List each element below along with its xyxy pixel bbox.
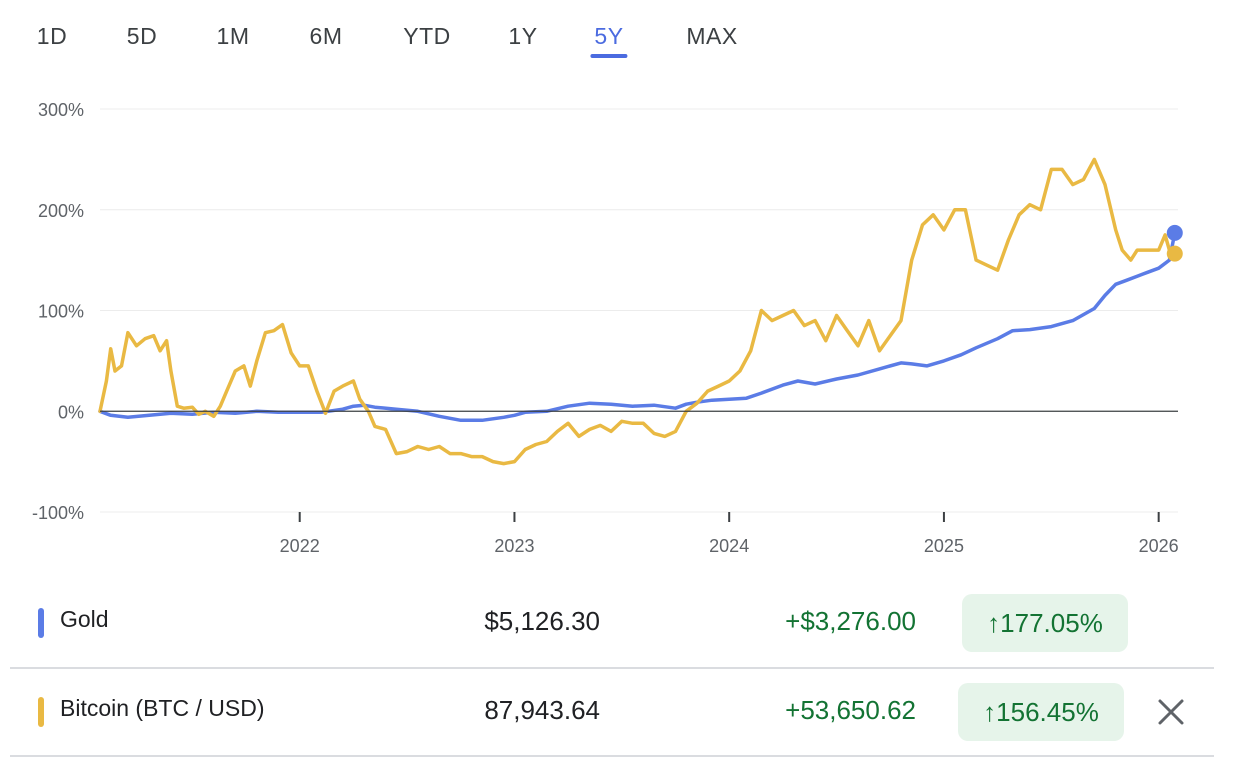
- tab-1y[interactable]: 1Y: [508, 20, 537, 52]
- row-divider: [10, 755, 1214, 757]
- series-color-mark: [38, 697, 44, 727]
- asset-row-bitcoin[interactable]: Bitcoin (BTC / USD) 87,943.64 +53,650.62…: [10, 669, 1214, 755]
- percent-value: 177.05%: [1000, 608, 1103, 638]
- active-tab-underline: [590, 54, 628, 58]
- tab-label: 5Y: [594, 23, 624, 49]
- tab-label: 1Y: [508, 23, 538, 49]
- y-tick-label: 200%: [38, 201, 84, 221]
- x-tick-label: 2025: [924, 536, 964, 556]
- tab-label: 1D: [36, 23, 68, 49]
- asset-name: Gold: [60, 606, 109, 632]
- y-tick-label: 300%: [38, 100, 84, 120]
- percent-change-badge: ↑156.45%: [958, 683, 1124, 741]
- tab-1m[interactable]: 1M: [217, 20, 250, 52]
- asset-price: $5,126.30: [484, 606, 600, 636]
- tab-5d[interactable]: 5D: [127, 20, 157, 52]
- y-tick-label: 100%: [38, 302, 84, 322]
- asset-price: 87,943.64: [484, 695, 600, 725]
- tab-1d[interactable]: 1D: [37, 20, 67, 52]
- percent-change-badge: ↑177.05%: [962, 594, 1128, 652]
- tab-max[interactable]: MAX: [686, 20, 737, 52]
- x-tick-label: 2026: [1139, 536, 1179, 556]
- series-endpoint-bitcoin: [1166, 245, 1183, 262]
- series-line-bitcoin: [98, 157, 1177, 466]
- close-icon: [1158, 699, 1184, 725]
- arrow-up-icon: ↑: [987, 608, 1001, 638]
- percent-value: 156.45%: [996, 697, 1099, 727]
- tab-label: 1M: [216, 23, 250, 49]
- tab-ytd[interactable]: YTD: [403, 20, 451, 52]
- tab-5y[interactable]: 5Y: [590, 20, 628, 58]
- time-range-tabs: 1D 5D 1M 6M YTD 1Y 5Y MAX: [0, 0, 1248, 70]
- row-divider: [10, 667, 1214, 669]
- asset-change: +53,650.62: [785, 695, 916, 725]
- arrow-up-icon: ↑: [983, 697, 997, 727]
- tab-6m[interactable]: 6M: [310, 20, 343, 52]
- asset-row-gold[interactable]: Gold $5,126.30 +$3,276.00 ↑177.05%: [10, 580, 1214, 666]
- series-color-mark: [38, 608, 44, 638]
- remove-comparison-button[interactable]: [1153, 694, 1189, 730]
- tab-label: 5D: [126, 23, 158, 49]
- series-endpoint-gold: [1166, 224, 1183, 241]
- asset-name: Bitcoin (BTC / USD): [60, 695, 265, 721]
- comparison-chart[interactable]: 300% 200% 100% 0% -100% 2022 2023 2024 2025 2026: [0, 80, 1248, 570]
- tab-label: MAX: [686, 23, 738, 49]
- asset-change: +$3,276.00: [785, 606, 916, 636]
- y-tick-label: 0%: [58, 402, 84, 422]
- x-tick-label: 2024: [709, 536, 749, 556]
- x-tick-label: 2023: [494, 536, 534, 556]
- y-tick-label: -100%: [32, 503, 84, 523]
- series-line-gold: [98, 231, 1177, 423]
- tab-label: YTD: [403, 23, 451, 49]
- tab-label: 6M: [309, 23, 343, 49]
- x-tick-label: 2022: [280, 536, 320, 556]
